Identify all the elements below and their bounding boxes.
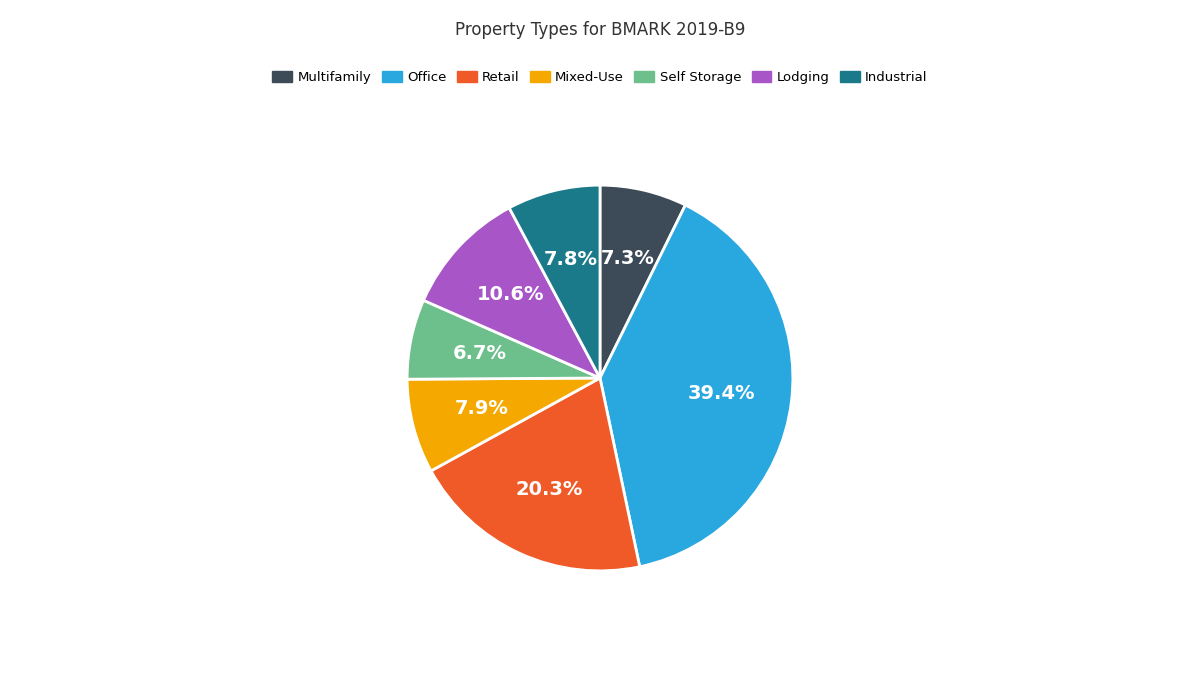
- Text: 6.7%: 6.7%: [454, 344, 508, 363]
- Text: 39.4%: 39.4%: [688, 384, 755, 402]
- Wedge shape: [509, 185, 600, 378]
- Text: 20.3%: 20.3%: [515, 480, 583, 498]
- Text: Property Types for BMARK 2019-B9: Property Types for BMARK 2019-B9: [455, 21, 745, 39]
- Wedge shape: [431, 378, 640, 571]
- Wedge shape: [407, 378, 600, 471]
- Text: 7.9%: 7.9%: [455, 399, 509, 419]
- Text: 7.8%: 7.8%: [544, 250, 598, 269]
- Wedge shape: [600, 185, 685, 378]
- Text: 10.6%: 10.6%: [476, 286, 544, 304]
- Text: 7.3%: 7.3%: [601, 249, 655, 268]
- Legend: Multifamily, Office, Retail, Mixed-Use, Self Storage, Lodging, Industrial: Multifamily, Office, Retail, Mixed-Use, …: [268, 66, 932, 90]
- Wedge shape: [407, 300, 600, 379]
- Wedge shape: [424, 208, 600, 378]
- Wedge shape: [600, 205, 793, 567]
